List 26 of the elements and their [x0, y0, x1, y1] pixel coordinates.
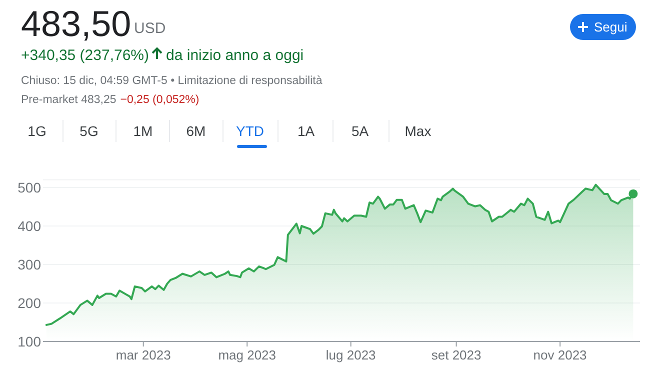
text: −0,25 (0,052%) [120, 94, 200, 106]
y-tick-label: 200 [18, 295, 42, 311]
y-tick-label: 400 [18, 218, 42, 234]
text: 1A [297, 123, 316, 139]
text: 1G [28, 123, 46, 139]
x-tick-label: mag 2023 [218, 348, 276, 362]
text: 6M [186, 123, 206, 139]
y-tick-label: 500 [18, 180, 42, 196]
x-tick-label: lug 2023 [326, 348, 376, 362]
text: 1M [133, 123, 153, 139]
text: Max [404, 123, 432, 139]
y-tick-label: 300 [18, 256, 42, 272]
x-tick-label: mar 2023 [116, 348, 171, 362]
text: Pre-market 483,25 [21, 94, 116, 106]
x-tick-label: set 2023 [431, 348, 482, 362]
text: 5A [351, 123, 370, 139]
follow-button: Segui [570, 14, 636, 40]
chart-title: 483,50 [21, 3, 132, 44]
chart-subtitle: USD [134, 20, 166, 37]
text: da inizio anno a oggi [166, 47, 304, 64]
text: YTD [236, 123, 264, 139]
text: +340,35 (237,76%) [21, 47, 150, 64]
x-tick-label: nov 2023 [533, 348, 587, 362]
y-tick-label: 100 [18, 334, 42, 350]
text: Chiuso: 15 dic, 04:59 GMT-5 • Limitazione di responsabilità [21, 75, 323, 87]
text: 5G [80, 123, 98, 139]
